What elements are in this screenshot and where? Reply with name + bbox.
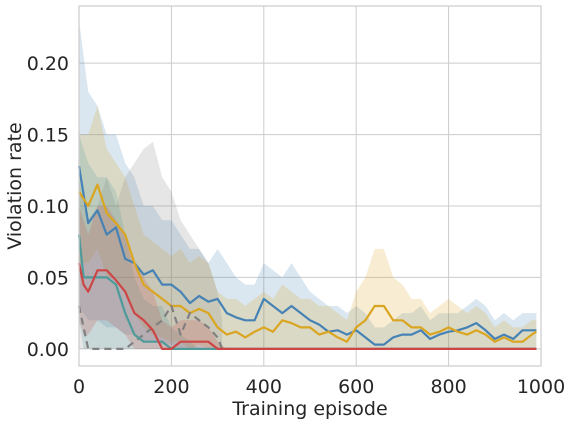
- y-tick-label: 0.10: [27, 196, 69, 218]
- series-line-orange: [78, 183, 537, 343]
- y-tick-label: 0.15: [27, 125, 69, 147]
- series-line-blue: [77, 165, 537, 346]
- x-axis-title: Training episode: [231, 398, 387, 420]
- series-band-orange: [79, 106, 537, 349]
- y-tick-label: 0.00: [27, 339, 69, 361]
- series-band-blue: [79, 20, 537, 349]
- confidence-bands: [79, 20, 537, 349]
- y-tick-label: 0.05: [27, 267, 69, 289]
- x-tick-label: 400: [246, 376, 282, 398]
- x-tick-label: 200: [153, 376, 189, 398]
- plot-frame: [78, 5, 542, 367]
- x-tick-label: 600: [338, 376, 374, 398]
- x-tick-label: 800: [430, 376, 466, 398]
- series-line-gray: [77, 304, 224, 350]
- x-tick-label: 0: [73, 376, 85, 398]
- axes: 0 200 400 600 800 1000 0.00 0.05 0.10 0.15 0.20: [27, 5, 565, 398]
- x-tick-label: 1000: [517, 376, 565, 398]
- y-tick-label: 0.20: [27, 53, 69, 75]
- series-band-teal: [79, 134, 537, 349]
- y-axis-title: Violation rate: [4, 122, 26, 249]
- series-line-red: [77, 262, 537, 350]
- series-lines: [77, 165, 537, 350]
